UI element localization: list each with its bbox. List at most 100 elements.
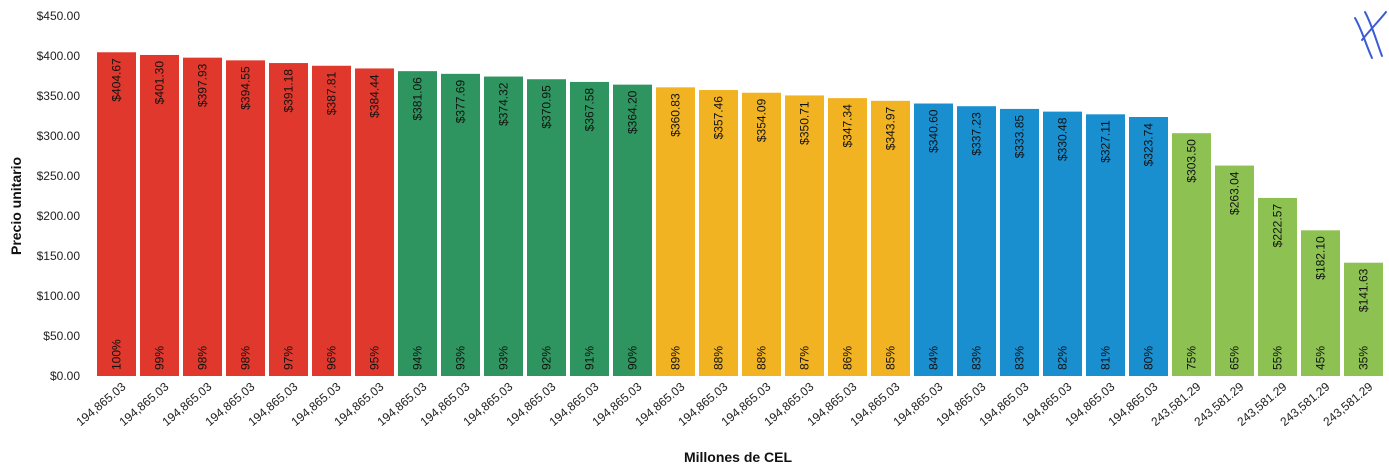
bar-value-label: $182.10	[1314, 236, 1328, 280]
bar-percent-label: 85%	[884, 346, 898, 370]
y-axis-title: Precio unitario	[8, 157, 24, 255]
bar-value-label: $360.83	[669, 93, 683, 137]
bar	[1344, 262, 1383, 376]
bar	[656, 87, 695, 376]
bar-percent-label: 83%	[970, 346, 984, 370]
bar	[957, 106, 996, 376]
bar-percent-label: 35%	[1357, 346, 1371, 370]
bar	[1258, 197, 1297, 376]
y-tick-label: $150.00	[37, 249, 81, 263]
bar-percent-label: 97%	[282, 346, 296, 370]
bar-value-label: $333.85	[1013, 115, 1027, 159]
bar-percent-label: 90%	[626, 346, 640, 370]
bar-value-label: $367.58	[583, 88, 597, 132]
bar-percent-label: 93%	[454, 346, 468, 370]
bar-percent-label: 86%	[841, 346, 855, 370]
bar-value-label: $404.67	[110, 58, 124, 102]
bar-percent-label: 100%	[110, 339, 124, 370]
bar-percent-label: 82%	[1056, 346, 1070, 370]
bar-percent-label: 98%	[196, 346, 210, 370]
bar	[97, 52, 136, 376]
bar	[484, 76, 523, 376]
bar-value-label: $323.74	[1142, 123, 1156, 167]
bar-percent-label: 98%	[239, 346, 253, 370]
bar-percent-label: 65%	[1228, 346, 1242, 370]
bar	[527, 79, 566, 377]
bar-value-label: $381.06	[411, 77, 425, 121]
y-tick-label: $250.00	[37, 169, 81, 183]
bar	[1043, 111, 1082, 376]
bar	[140, 54, 179, 377]
bar-value-label: $397.93	[196, 63, 210, 107]
pen-scribble-mark	[1354, 11, 1387, 59]
bar-value-label: $354.09	[755, 98, 769, 142]
bar-value-label: $394.55	[239, 66, 253, 110]
y-tick-label: $450.00	[37, 9, 81, 23]
bar-percent-label: 95%	[368, 346, 382, 370]
bar-percent-label: 88%	[712, 346, 726, 370]
bar-value-label: $337.23	[970, 112, 984, 156]
y-tick-label: $50.00	[43, 329, 80, 343]
y-tick-label: $100.00	[37, 289, 81, 303]
bar-value-label: $347.34	[841, 104, 855, 148]
bar	[1301, 230, 1340, 376]
bar-percent-label: 93%	[497, 346, 511, 370]
bar-percent-label: 96%	[325, 346, 339, 370]
bar-percent-label: 55%	[1271, 346, 1285, 370]
bar-value-label: $387.81	[325, 71, 339, 115]
bar	[269, 63, 308, 376]
bar-value-label: $391.18	[282, 69, 296, 113]
bar-value-label: $401.30	[153, 61, 167, 105]
bar	[398, 71, 437, 376]
y-tick-label: $400.00	[37, 49, 81, 63]
bar-percent-label: 84%	[927, 346, 941, 370]
bar-value-label: $370.95	[540, 85, 554, 129]
bar-value-label: $327.11	[1099, 120, 1113, 163]
bar	[226, 60, 265, 377]
y-tick-label: $200.00	[37, 209, 81, 223]
bar-value-label: $343.97	[884, 107, 898, 151]
bar	[742, 92, 781, 376]
bar	[1215, 165, 1254, 376]
bar	[1172, 133, 1211, 376]
bar	[871, 100, 910, 376]
bar-value-label: $377.69	[454, 80, 468, 124]
bar	[699, 90, 738, 377]
bar-percent-label: 89%	[669, 346, 683, 370]
bar-percent-label: 99%	[153, 346, 167, 370]
bar-percent-label: 94%	[411, 346, 425, 370]
x-axis-title: Millones de CEL	[684, 449, 793, 465]
bar-value-label: $340.60	[927, 109, 941, 153]
bar	[355, 68, 394, 376]
bar-percent-label: 87%	[798, 346, 812, 370]
y-tick-label: $0.00	[50, 369, 80, 383]
bar-percent-label: 75%	[1185, 346, 1199, 370]
bar	[613, 84, 652, 376]
y-tick-label: $300.00	[37, 129, 81, 143]
bar-value-label: $350.71	[798, 101, 812, 145]
bar-percent-label: 83%	[1013, 346, 1027, 370]
bar-value-label: $303.50	[1185, 139, 1199, 183]
bar-value-label: $330.48	[1056, 117, 1070, 161]
bar	[1000, 108, 1039, 377]
y-tick-label: $350.00	[37, 89, 81, 103]
bar-value-label: $222.57	[1271, 204, 1285, 248]
bar-value-label: $384.44	[368, 74, 382, 118]
bar	[570, 81, 609, 376]
bar	[914, 103, 953, 377]
bar-percent-label: 45%	[1314, 346, 1328, 370]
bar	[441, 73, 480, 377]
bar-value-label: $263.04	[1228, 171, 1242, 215]
bar	[828, 98, 867, 377]
bar-value-label: $141.63	[1357, 268, 1371, 312]
bar-percent-label: 92%	[540, 346, 554, 370]
bar	[1129, 117, 1168, 377]
bar	[183, 57, 222, 376]
bars-group: $404.67 100% $401.30 99% $397.93 98% $394.55 98…	[97, 52, 1383, 377]
x-axis-ticks: 194,865.03194,865.03194,865.03194,865.03…	[73, 379, 1375, 429]
y-axis-ticks: $0.00 $50.00 $100.00 $150.00 $200.00 $250.00 $…	[37, 9, 81, 383]
bar-percent-label: 91%	[583, 346, 597, 370]
bar-percent-label: 88%	[755, 346, 769, 370]
bar	[312, 65, 351, 376]
